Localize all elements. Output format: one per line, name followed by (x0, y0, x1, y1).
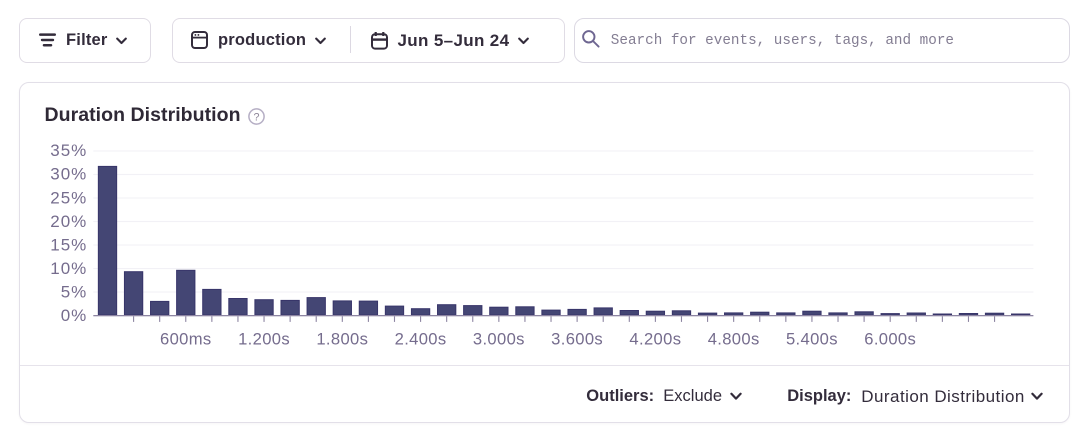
svg-text:4.200s: 4.200s (629, 330, 681, 349)
svg-text:5%: 5% (61, 282, 88, 301)
svg-text:5.400s: 5.400s (786, 330, 838, 349)
svg-text:15%: 15% (50, 235, 87, 254)
svg-text:6.000s: 6.000s (864, 330, 916, 349)
svg-text:1.200s: 1.200s (238, 330, 290, 349)
svg-text:35%: 35% (50, 141, 87, 160)
svg-text:3.000s: 3.000s (473, 330, 525, 349)
svg-text:25%: 25% (50, 188, 87, 207)
svg-text:4.800s: 4.800s (708, 330, 760, 349)
svg-text:30%: 30% (50, 165, 87, 184)
svg-text:3.600s: 3.600s (551, 330, 603, 349)
svg-text:20%: 20% (50, 212, 87, 231)
svg-text:2.400s: 2.400s (395, 330, 447, 349)
svg-text:?: ? (253, 111, 259, 123)
svg-text:600ms: 600ms (160, 330, 212, 349)
svg-text:0%: 0% (61, 306, 88, 325)
svg-text:1.800s: 1.800s (316, 330, 368, 349)
svg-text:10%: 10% (50, 259, 87, 278)
